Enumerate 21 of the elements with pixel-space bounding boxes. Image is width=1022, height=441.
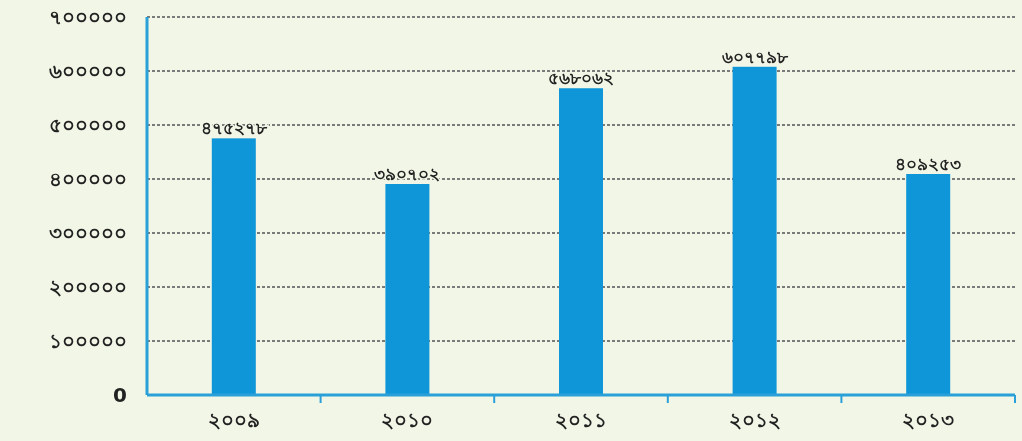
y-tick-label: ১০০০০০ bbox=[49, 329, 127, 353]
bar bbox=[906, 174, 951, 395]
y-tick-label: ৭০০০০০ bbox=[49, 5, 127, 29]
data-label: ৪০৯২৫৩ bbox=[895, 154, 962, 174]
y-tick-label: ৩০০০০০ bbox=[49, 221, 127, 245]
bar bbox=[559, 88, 603, 395]
x-tick-label: ২০১০ bbox=[381, 408, 434, 432]
bar bbox=[732, 66, 777, 395]
x-tick-label: ২০১১ bbox=[555, 408, 607, 432]
x-tick-label: ২০১৩ bbox=[902, 408, 955, 432]
x-tick-label: ২০১২ bbox=[728, 408, 781, 432]
bar bbox=[211, 138, 256, 395]
y-tick-label: ৫০০০০০ bbox=[49, 113, 127, 137]
x-tick-label: ২০০৯ bbox=[207, 408, 260, 432]
y-tick-label: ৬০০০০০ bbox=[49, 59, 127, 83]
bar bbox=[385, 184, 430, 395]
y-tick-label: ২০০০০০ bbox=[49, 275, 127, 299]
y-tick-label: 0 bbox=[113, 383, 127, 407]
data-label: ৬০৭৭৯৮ bbox=[721, 46, 789, 67]
y-tick-label: ৪০০০০০ bbox=[49, 167, 127, 191]
data-label: ৫৬৮০৬২ bbox=[548, 68, 614, 89]
